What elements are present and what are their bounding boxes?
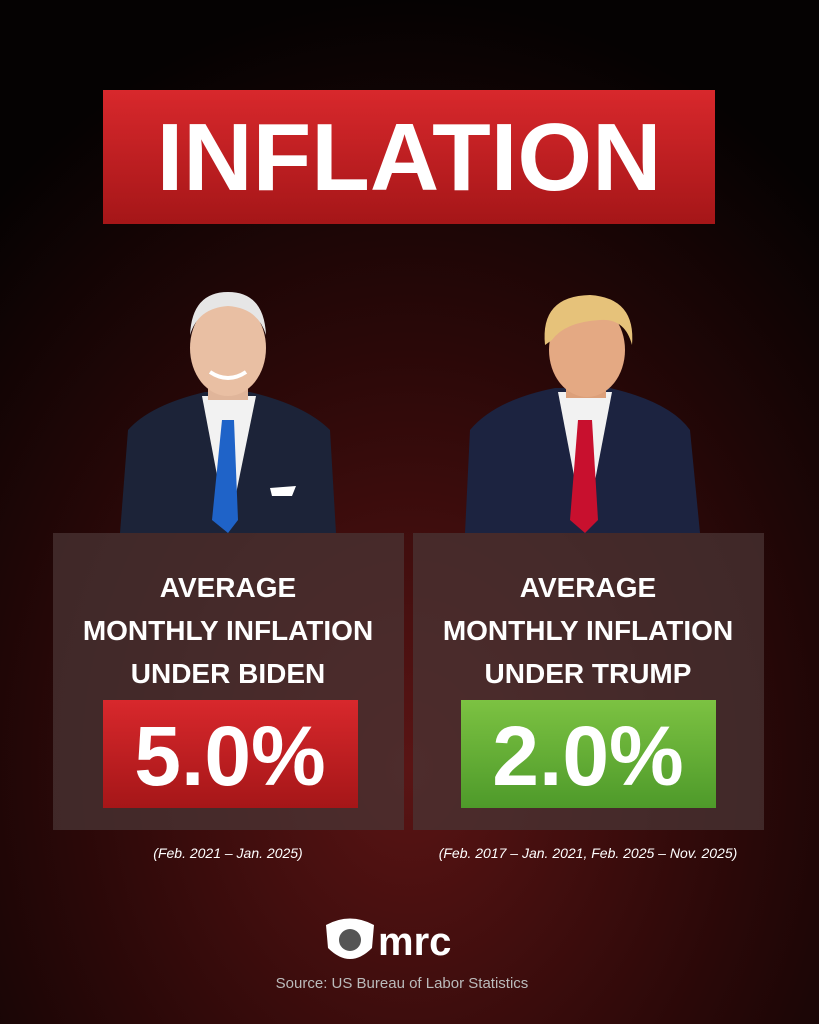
panel-period: (Feb. 2017 – Jan. 2021, Feb. 2025 – Nov.…	[439, 845, 738, 861]
panel-heading: AVERAGE	[520, 572, 656, 603]
panel-heading: MONTHLY INFLATION	[83, 615, 373, 646]
title: INFLATION	[157, 104, 662, 211]
panel-value: 5.0%	[134, 709, 325, 803]
portrait-right	[465, 295, 700, 533]
panel-value: 2.0%	[492, 709, 683, 803]
value-box	[461, 700, 716, 808]
logo: mrc	[326, 918, 451, 964]
source: Source: US Bureau of Labor Statistics	[276, 975, 529, 992]
logo-text: mrc	[378, 920, 451, 964]
title-box	[103, 90, 715, 224]
panel-heading: UNDER TRUMP	[485, 658, 692, 689]
panel-heading: MONTHLY INFLATION	[443, 615, 733, 646]
value-box	[103, 700, 358, 808]
portrait-left	[120, 292, 336, 533]
panel-period: (Feb. 2021 – Jan. 2025)	[153, 845, 302, 861]
panel-heading: AVERAGE	[160, 572, 296, 603]
panel-heading: UNDER BIDEN	[131, 658, 325, 689]
